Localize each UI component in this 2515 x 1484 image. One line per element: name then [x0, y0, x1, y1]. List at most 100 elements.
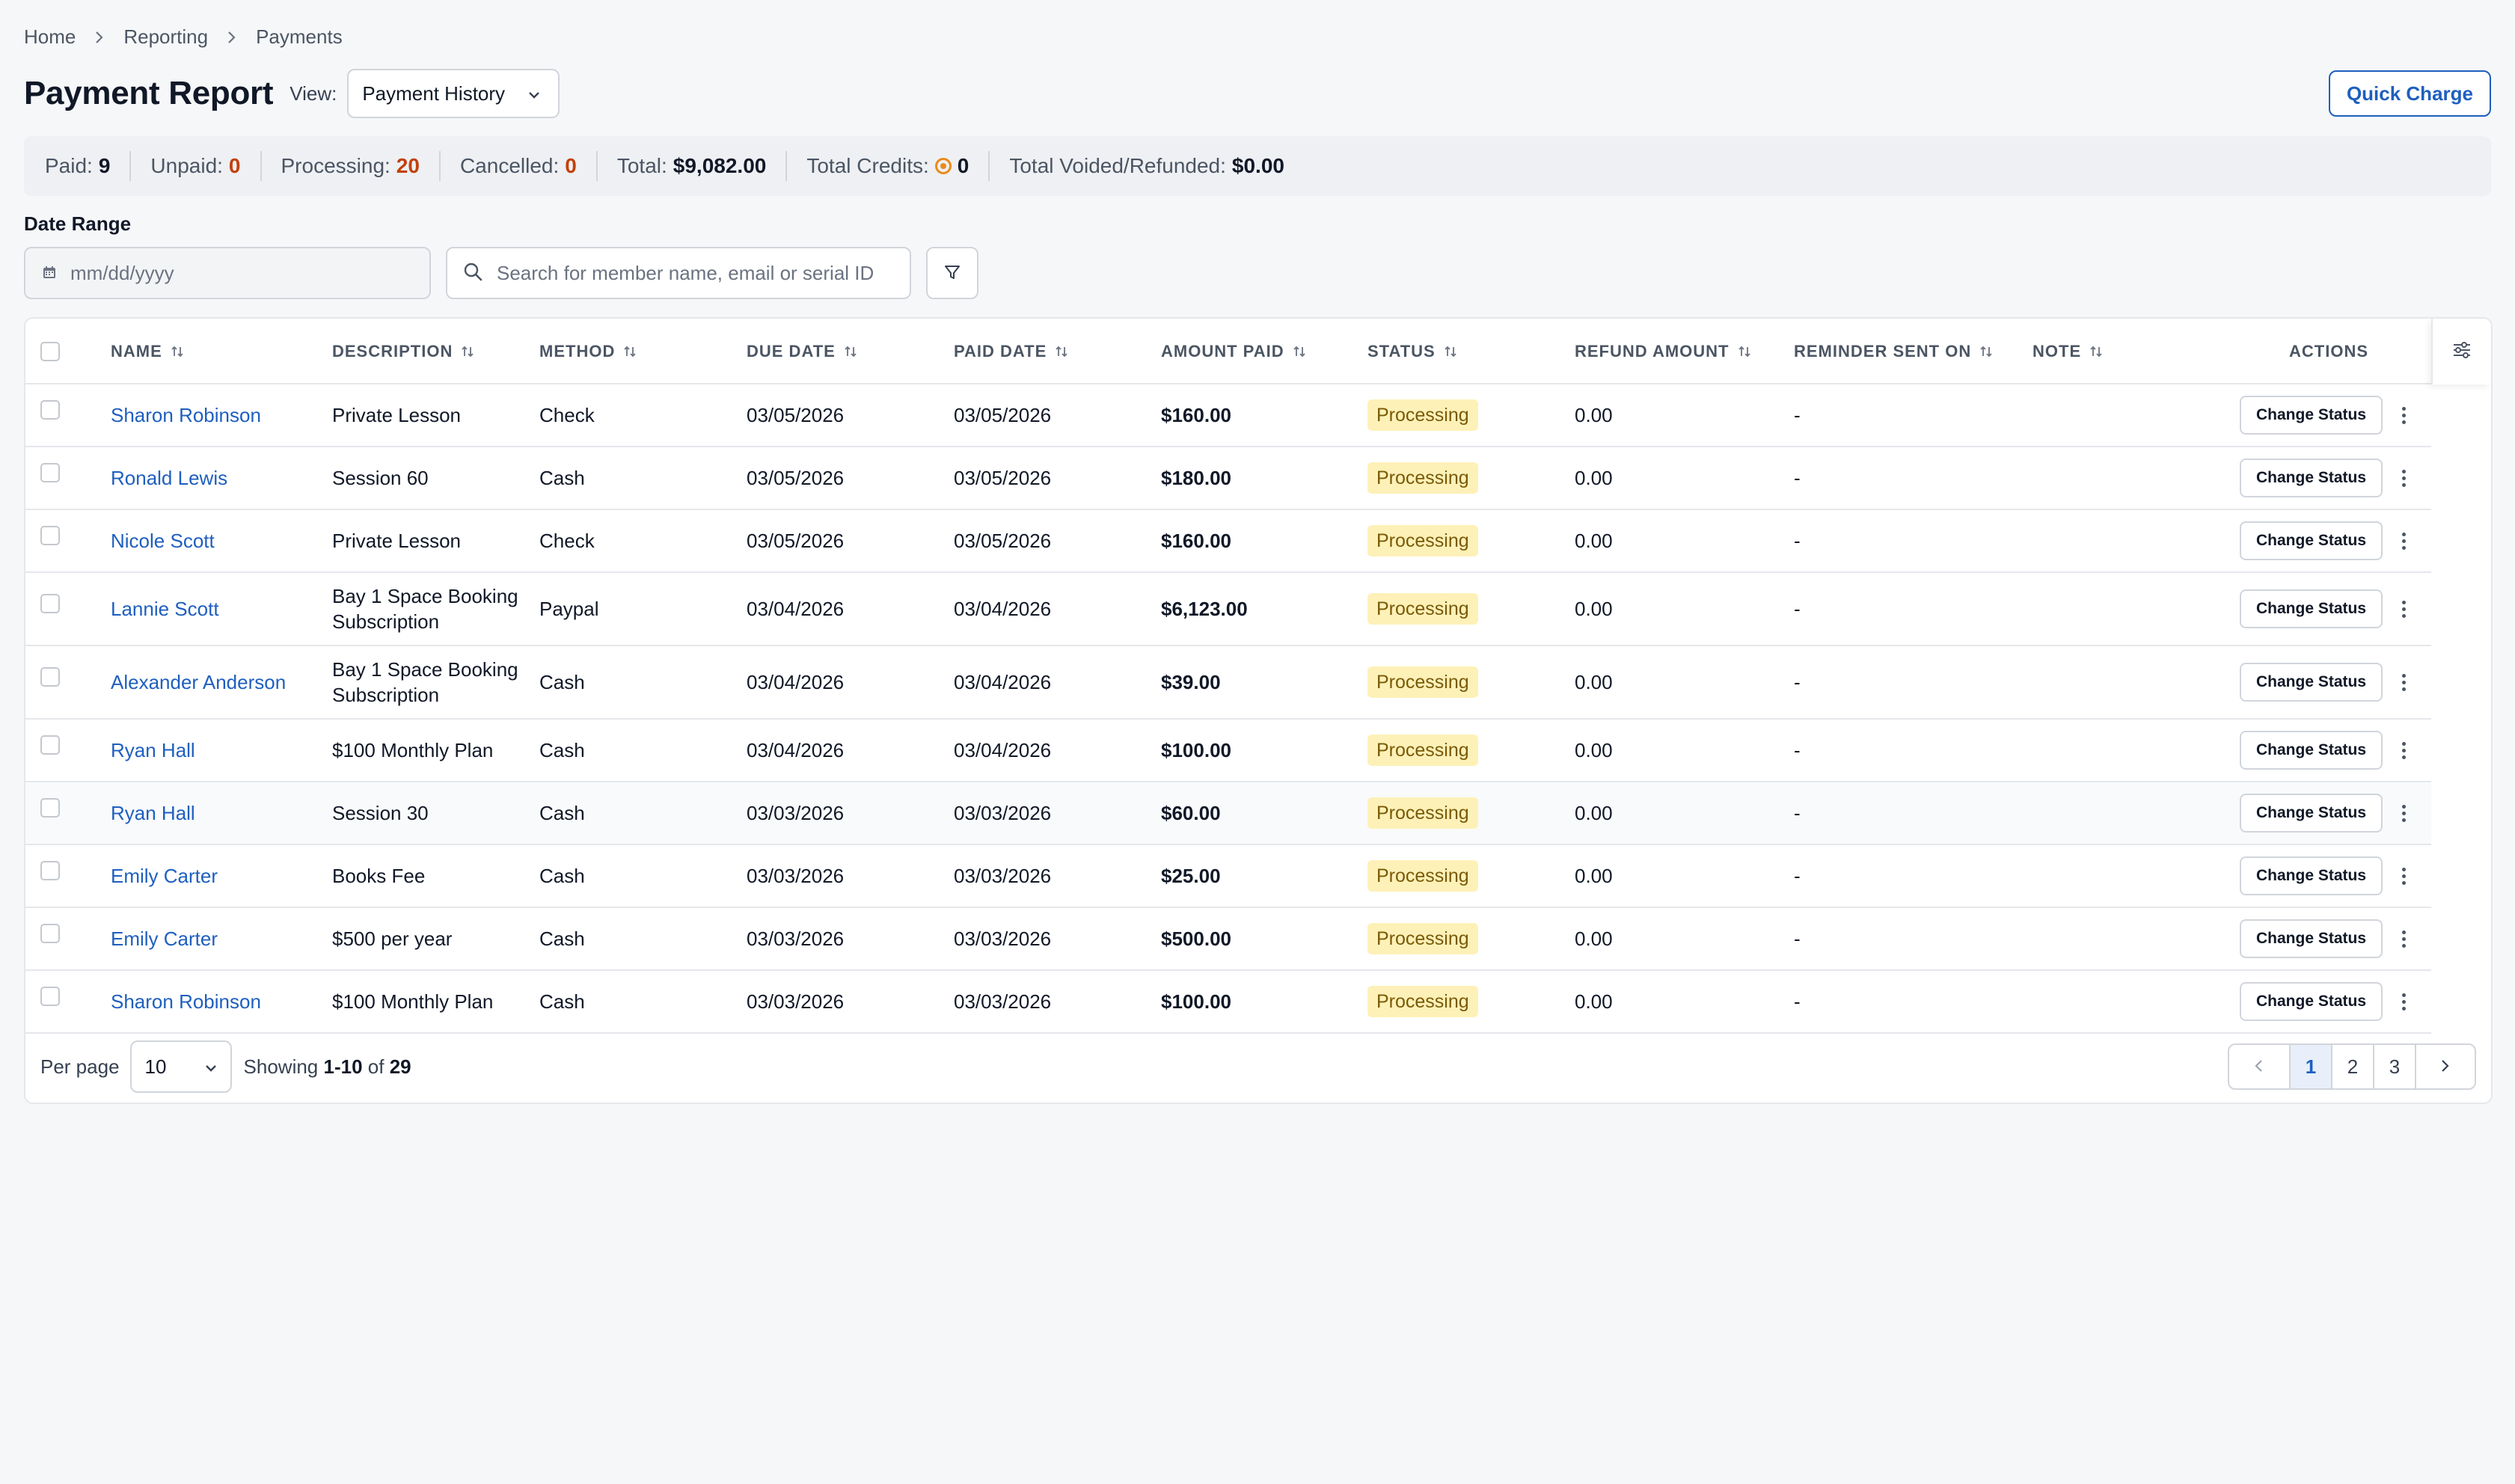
next-page-button[interactable] — [2415, 1045, 2475, 1088]
row-checkbox[interactable] — [40, 667, 60, 687]
row-actions: Change Status — [2240, 845, 2411, 907]
column-note[interactable]: NOTE — [2032, 319, 2104, 384]
status-badge: Processing — [1367, 923, 1478, 954]
column-name[interactable]: NAME — [111, 319, 185, 384]
kebab-menu-icon[interactable] — [2396, 469, 2411, 487]
showing-prefix: Showing — [243, 1055, 319, 1078]
page-button-3[interactable]: 3 — [2373, 1045, 2415, 1088]
kebab-menu-icon[interactable] — [2396, 867, 2411, 885]
cell-due: 03/03/2026 — [747, 865, 845, 887]
kebab-menu-icon[interactable] — [2396, 406, 2411, 424]
sort-icon[interactable] — [170, 344, 185, 359]
cell-reminder: - — [1794, 467, 1801, 489]
column-description[interactable]: DESCRIPTION — [332, 319, 475, 384]
change-status-button[interactable]: Change Status — [2240, 919, 2383, 958]
prev-page-button[interactable] — [2229, 1045, 2289, 1088]
sort-icon[interactable] — [1292, 344, 1307, 359]
page-title: Payment Report — [24, 75, 274, 111]
page-button-1[interactable]: 1 — [2289, 1045, 2331, 1088]
quick-charge-button[interactable]: Quick Charge — [2328, 70, 2491, 117]
select-all-checkbox[interactable] — [40, 342, 60, 361]
filter-button[interactable] — [926, 247, 978, 299]
column-method[interactable]: METHOD — [539, 319, 637, 384]
cell-name[interactable]: Ronald Lewis — [111, 467, 228, 489]
sort-icon[interactable] — [460, 344, 475, 359]
kebab-menu-icon[interactable] — [2396, 993, 2411, 1011]
row-checkbox[interactable] — [40, 798, 60, 818]
date-range-input[interactable]: mm/dd/yyyy — [24, 247, 431, 299]
change-status-button[interactable]: Change Status — [2240, 589, 2383, 628]
row-checkbox[interactable] — [40, 463, 60, 482]
cell-name[interactable]: Emily Carter — [111, 865, 218, 887]
breadcrumb-reporting[interactable]: Reporting — [123, 25, 209, 48]
change-status-button[interactable]: Change Status — [2240, 982, 2383, 1021]
row-checkbox[interactable] — [40, 526, 60, 545]
per-page-select[interactable]: 10 — [129, 1040, 232, 1093]
sort-icon[interactable] — [622, 344, 637, 359]
row-checkbox[interactable] — [40, 924, 60, 943]
stat-value: $0.00 — [1231, 154, 1284, 177]
kebab-menu-icon[interactable] — [2396, 930, 2411, 948]
cell-refund: 0.00 — [1575, 802, 1613, 824]
stat-paid: Paid: 9 — [45, 151, 129, 181]
change-status-button[interactable]: Change Status — [2240, 731, 2383, 770]
cell-paid: 03/03/2026 — [954, 990, 1052, 1013]
column-amount-paid[interactable]: AMOUNT PAID — [1161, 319, 1307, 384]
cell-due: 03/03/2026 — [747, 990, 845, 1013]
sort-icon[interactable] — [843, 344, 858, 359]
row-checkbox[interactable] — [40, 735, 60, 755]
kebab-menu-icon[interactable] — [2396, 600, 2411, 618]
column-settings-button[interactable] — [2431, 319, 2491, 384]
change-status-button[interactable]: Change Status — [2240, 663, 2383, 702]
kebab-menu-icon[interactable] — [2396, 804, 2411, 822]
cell-name[interactable]: Lannie Scott — [111, 598, 219, 620]
change-status-button[interactable]: Change Status — [2240, 396, 2383, 435]
column-refund-amount[interactable]: REFUND AMOUNT — [1575, 319, 1752, 384]
search-input[interactable] — [497, 261, 895, 285]
cell-description: $500 per year — [332, 927, 453, 950]
row-checkbox[interactable] — [40, 594, 60, 613]
search-box[interactable] — [446, 247, 911, 299]
kebab-menu-icon[interactable] — [2396, 673, 2411, 691]
column-status[interactable]: STATUS — [1367, 319, 1458, 384]
cell-name[interactable]: Nicole Scott — [111, 530, 215, 552]
change-status-button[interactable]: Change Status — [2240, 459, 2383, 497]
sort-icon[interactable] — [2089, 344, 2104, 359]
kebab-menu-icon[interactable] — [2396, 741, 2411, 759]
column-paid-date[interactable]: PAID DATE — [954, 319, 1069, 384]
sort-icon[interactable] — [1054, 344, 1069, 359]
cell-status: Processing — [1367, 908, 1478, 969]
change-status-button[interactable]: Change Status — [2240, 521, 2383, 560]
cell-method: Cash — [539, 927, 585, 950]
page-button-2[interactable]: 2 — [2331, 1045, 2373, 1088]
kebab-menu-icon[interactable] — [2396, 532, 2411, 550]
row-checkbox[interactable] — [40, 861, 60, 880]
cell-method: Check — [539, 404, 595, 426]
cell-name[interactable]: Emily Carter — [111, 927, 218, 950]
column-reminder-sent-on[interactable]: REMINDER SENT ON — [1794, 319, 1994, 384]
sort-icon[interactable] — [1443, 344, 1458, 359]
cell-name[interactable]: Alexander Anderson — [111, 671, 287, 693]
cell-status: Processing — [1367, 646, 1478, 718]
row-checkbox[interactable] — [40, 987, 60, 1006]
sort-icon[interactable] — [1737, 344, 1752, 359]
showing-of: of — [367, 1055, 385, 1078]
column-label: REFUND AMOUNT — [1575, 342, 1730, 361]
cell-refund: 0.00 — [1575, 467, 1613, 489]
column-due-date[interactable]: DUE DATE — [747, 319, 858, 384]
view-select[interactable]: Payment History — [347, 69, 560, 118]
kebab-dot — [2401, 600, 2406, 604]
cell-name[interactable]: Ryan Hall — [111, 739, 195, 761]
row-checkbox[interactable] — [40, 400, 60, 420]
cell-name[interactable]: Ryan Hall — [111, 802, 195, 824]
change-status-button[interactable]: Change Status — [2240, 856, 2383, 895]
change-status-button[interactable]: Change Status — [2240, 794, 2383, 833]
kebab-dot — [2401, 943, 2406, 948]
cell-paid: 03/04/2026 — [954, 671, 1052, 693]
cell-name[interactable]: Sharon Robinson — [111, 404, 261, 426]
cell-description: Bay 1 Space Booking Subscription — [332, 658, 518, 706]
breadcrumb-home[interactable]: Home — [24, 25, 76, 48]
sort-icon[interactable] — [1979, 344, 1994, 359]
cell-name[interactable]: Sharon Robinson — [111, 990, 261, 1013]
kebab-dot — [2401, 406, 2406, 411]
